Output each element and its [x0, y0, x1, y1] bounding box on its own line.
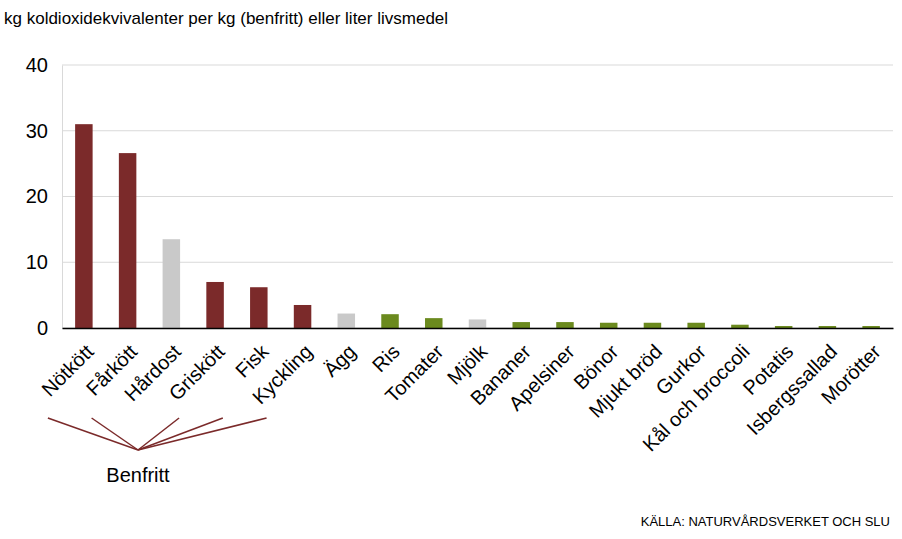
annotation-text: Benfritt	[106, 464, 170, 486]
bar	[119, 153, 136, 328]
y-tick-label: 10	[26, 251, 48, 273]
y-tick-label: 0	[37, 317, 48, 339]
bar	[294, 305, 311, 328]
grid-line	[62, 65, 893, 66]
x-tick: Kål och broccoli	[638, 340, 753, 455]
bar	[469, 319, 486, 328]
bar	[644, 323, 661, 328]
x-tick: Ägg	[319, 340, 360, 381]
bar	[862, 326, 879, 328]
bar	[163, 239, 180, 328]
x-axis: NötköttFårköttHårdostGrisköttFiskKycklin…	[37, 329, 893, 456]
y-tick: 10	[26, 251, 62, 273]
annotation-line	[138, 418, 223, 450]
bar	[512, 322, 529, 328]
x-tick-label: Kyckling	[248, 340, 316, 408]
x-tick: Ris	[368, 340, 404, 376]
grid	[62, 65, 893, 328]
bar	[775, 326, 792, 328]
bar	[556, 322, 573, 328]
y-tick: 40	[26, 54, 62, 76]
x-tick: Morötter	[817, 340, 885, 408]
y-tick-label: 20	[26, 185, 48, 207]
grid-line	[62, 262, 893, 263]
bar	[819, 326, 836, 328]
y-axis-title: kg koldioxidekvivalenter per kg (benfrit…	[4, 9, 448, 28]
x-tick: Griskött	[165, 340, 230, 405]
bar	[206, 282, 223, 328]
x-tick: Apelsiner	[504, 340, 579, 415]
bar	[425, 318, 442, 328]
bar	[338, 314, 355, 328]
bar	[250, 287, 267, 328]
y-tick: 20	[26, 185, 62, 207]
y-tick-label: 40	[26, 54, 48, 76]
bar	[600, 323, 617, 328]
chart: kg koldioxidekvivalenter per kg (benfrit…	[0, 0, 902, 539]
y-axis: 0 10 20 30 40	[26, 54, 63, 339]
annotation-line	[138, 418, 267, 450]
x-axis-line	[63, 328, 894, 330]
source: KÄLLA: NATURVÅRDSVERKET OCH SLU	[641, 514, 890, 529]
x-tick-label: Griskött	[165, 340, 230, 405]
x-tick-label: Ägg	[319, 340, 360, 381]
y-tick: 0	[37, 317, 62, 339]
bars	[75, 124, 880, 328]
y-tick-label: 30	[26, 120, 48, 142]
bar	[731, 325, 748, 328]
annotation-line	[48, 418, 138, 450]
bar	[75, 124, 92, 328]
annotation: Benfritt	[48, 418, 267, 486]
x-tick-label: Ris	[368, 340, 404, 376]
grid-line	[62, 196, 893, 197]
grid-line	[62, 130, 893, 131]
x-tick-label: Tomater	[381, 340, 448, 407]
x-tick-label: Apelsiner	[504, 340, 579, 415]
y-tick: 30	[26, 120, 62, 142]
x-tick-label: Morötter	[817, 340, 885, 408]
x-tick: Tomater	[381, 340, 448, 407]
y-axis-line	[62, 66, 63, 329]
bar	[687, 323, 704, 328]
x-tick-label: Kål och broccoli	[638, 340, 753, 455]
x-tick: Kyckling	[248, 340, 316, 408]
bar	[381, 314, 398, 328]
annotation-line	[92, 418, 138, 450]
